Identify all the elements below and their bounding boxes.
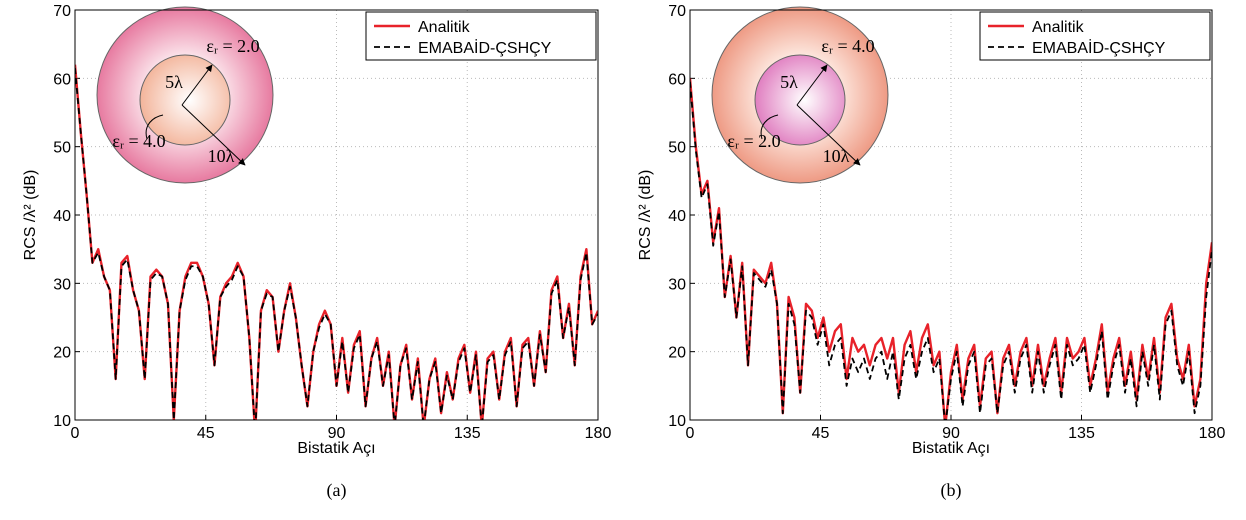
annotation: εᵣ = 4.0 <box>821 36 874 56</box>
annotation: εᵣ = 2.0 <box>727 131 780 151</box>
axes-frame <box>74 9 599 421</box>
legend-label: EMABAİD-ÇSHÇY <box>418 38 552 57</box>
x-tick-label: 45 <box>197 425 215 442</box>
y-tick-label: 20 <box>668 345 686 362</box>
y-tick-label: 30 <box>668 276 686 293</box>
y-axis-label: RCS /λ² (dB) <box>22 170 39 261</box>
x-tick-label: 0 <box>686 425 695 442</box>
series-group <box>690 78 1212 420</box>
x-tick-label: 180 <box>1199 425 1226 442</box>
legend-label: Analitik <box>1032 19 1085 36</box>
radius-arrow <box>796 104 861 166</box>
x-tick-label: 90 <box>328 425 346 442</box>
x-axis-label: Bistatik Açı <box>297 440 375 457</box>
y-tick-label: 40 <box>668 208 686 225</box>
y-axis-label: RCS /λ² (dB) <box>637 170 654 261</box>
x-tick-label: 135 <box>454 425 481 442</box>
inner-core <box>139 54 231 146</box>
annotation: 5λ <box>780 72 798 92</box>
legend-label: Analitik <box>418 19 471 36</box>
legend-label: EMABAİD-ÇSHÇY <box>1032 38 1166 57</box>
y-tick-label: 40 <box>53 208 71 225</box>
y-tick-label: 70 <box>668 3 686 20</box>
y-tick-label: 60 <box>53 71 71 88</box>
legend-box <box>979 11 1211 61</box>
y-tick-label: 10 <box>53 413 71 430</box>
radius-arrow <box>181 64 213 106</box>
y-tick-label: 50 <box>53 140 71 157</box>
annotation: εᵣ = 4.0 <box>112 131 165 151</box>
radius-arrow <box>796 64 828 106</box>
series-line <box>690 81 1212 420</box>
y-tick-label: 50 <box>668 140 686 157</box>
x-tick-label: 180 <box>585 425 612 442</box>
caption: (b) <box>941 480 962 501</box>
y-tick-label: 60 <box>668 71 686 88</box>
y-tick-label: 30 <box>53 276 71 293</box>
series-line <box>75 67 598 420</box>
y-tick-label: 70 <box>53 3 71 20</box>
series-group <box>75 64 598 420</box>
y-tick-label: 20 <box>53 345 71 362</box>
annotation: 10λ <box>208 146 235 166</box>
y-tick-label: 10 <box>668 413 686 430</box>
legend-box <box>365 11 597 61</box>
caption: (a) <box>327 480 347 501</box>
x-tick-label: 0 <box>71 425 80 442</box>
x-tick-label: 90 <box>942 425 960 442</box>
axes-frame <box>689 9 1213 421</box>
pointer-curve <box>145 114 164 140</box>
inner-core <box>754 54 846 146</box>
x-tick-label: 135 <box>1068 425 1095 442</box>
x-tick-label: 45 <box>812 425 830 442</box>
x-axis-label: Bistatik Açı <box>912 440 990 457</box>
annotation: 5λ <box>165 72 183 92</box>
radius-arrow <box>181 104 246 166</box>
pointer-curve <box>760 114 779 140</box>
annotation: εᵣ = 2.0 <box>206 36 259 56</box>
annotation: 10λ <box>823 146 850 166</box>
